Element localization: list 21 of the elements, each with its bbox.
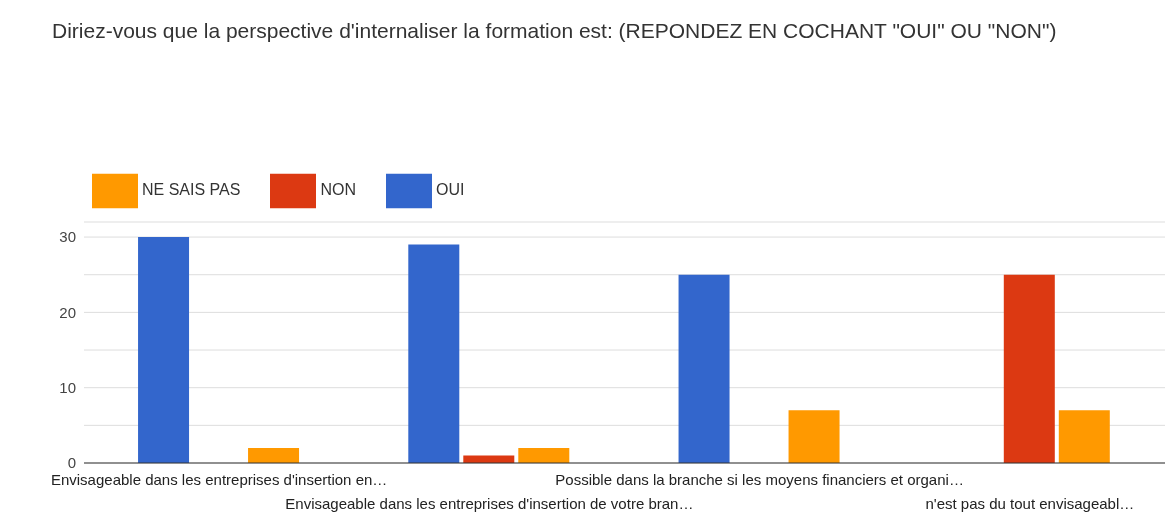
bar [678,274,730,463]
bar [518,447,570,463]
x-tick-label: Envisageable dans les entreprises d'insertion en… [50,471,388,488]
bar [248,447,300,463]
bar [788,410,840,463]
x-tick-label: Envisageable dans les entreprises d'insertion de votre bran… [285,495,694,512]
y-tick-label: 10 [59,379,76,397]
legend-label: NON [320,181,356,199]
legend-label: NE SAIS PAS [142,181,241,199]
y-tick-label: 30 [59,228,76,246]
bar [1003,274,1055,463]
chart-title: Diriez-vous que la perspective d'internaliser la formation est: (REPONDEZ EN COCHANT "OUI" OU "NON") [52,18,1058,44]
y-tick-label: 20 [59,303,76,321]
legend-label: OUI [435,181,465,199]
bar [463,455,515,463]
bar [1058,410,1110,463]
bar [138,237,190,463]
x-tick-label: Possible dans la branche si les moyens financiers et organi… [555,471,964,488]
y-tick-label: 0 [67,454,76,472]
bar [408,244,460,463]
x-tick-label: n'est pas du tout envisageabl… [925,495,1135,512]
